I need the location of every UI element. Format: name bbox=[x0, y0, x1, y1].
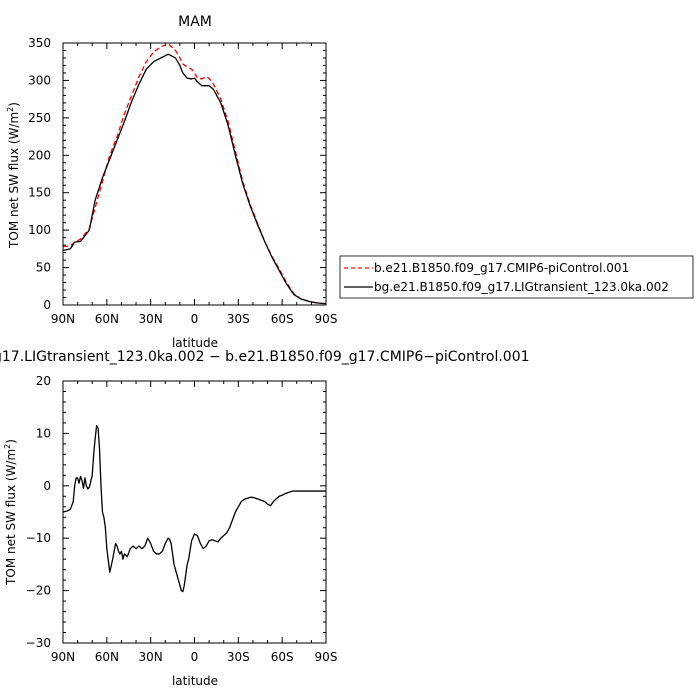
top-panel-x-tick-label: 60S bbox=[271, 312, 294, 326]
bottom-panel-frame bbox=[62, 380, 327, 644]
top-panel-y-tick-label: 50 bbox=[36, 261, 51, 275]
top-panel-x-tick-label: 30S bbox=[227, 312, 250, 326]
top-panel-x-tick-label: 0 bbox=[191, 312, 199, 326]
bottom-panel-y-tick-label: 20 bbox=[36, 374, 51, 388]
bottom-panel: bg.e21.B1850.f09_g17.LIGtransient_123.0k… bbox=[0, 349, 530, 688]
bottom-panel-x-tick-label: 30N bbox=[139, 650, 163, 664]
top-panel-y-tick-label: 250 bbox=[28, 111, 51, 125]
bottom-panel-x-tick-label: 60S bbox=[271, 650, 294, 664]
top-panel-y-tick-label: 150 bbox=[28, 186, 51, 200]
bottom-panel-x-tick-label: 30S bbox=[227, 650, 250, 664]
bottom-panel-y-tick-label: 0 bbox=[43, 479, 51, 493]
top-panel-x-tick-label: 90N bbox=[51, 312, 75, 326]
top-panel-y-tick-label: 300 bbox=[28, 73, 51, 87]
top-panel-x-tick-label: 60N bbox=[95, 312, 119, 326]
top-panel-y-tick-label: 100 bbox=[28, 223, 51, 237]
top-panel-x-axis-label: latitude bbox=[172, 336, 218, 350]
top-panel-frame bbox=[62, 42, 327, 306]
bottom-panel-ticks: 90N 60N 30N 0 30S 60S 90S −30 −20 −10 0 10 20 bbox=[26, 374, 338, 664]
top-panel: MAM latitude TOM net SW flux (W/m2) 90N 6… bbox=[6, 14, 337, 350]
top-panel-series bbox=[62, 43, 326, 305]
bottom-panel-series bbox=[62, 424, 326, 593]
bottom-panel-x-tick-label: 60N bbox=[95, 650, 119, 664]
top-panel-y-axis-label: TOM net SW flux (W/m2) bbox=[6, 102, 21, 249]
bottom-panel-series-line-0 bbox=[62, 424, 326, 593]
top-panel-ticks: 90N 60N 30N 0 30S 60S 90S 0 50 100 150 200 250 300 350 bbox=[28, 36, 337, 326]
top-panel-x-tick-label: 90S bbox=[315, 312, 338, 326]
legend-box bbox=[339, 255, 694, 299]
bottom-panel-x-tick-label: 90N bbox=[51, 650, 75, 664]
legend: b.e21.B1850.f09_g17.CMIP6-piControl.001 … bbox=[339, 255, 694, 299]
bottom-panel-x-axis-label: latitude bbox=[172, 674, 218, 688]
top-panel-title: MAM bbox=[178, 14, 212, 30]
bottom-panel-y-tick-label: −10 bbox=[26, 531, 51, 545]
bottom-panel-y-tick-label: −30 bbox=[26, 636, 51, 650]
bottom-panel-x-tick-label: 90S bbox=[315, 650, 338, 664]
top-panel-y-tick-label: 0 bbox=[43, 298, 51, 312]
bottom-panel-y-axis-label: TOM net SW flux (W/m2) bbox=[3, 439, 18, 586]
top-panel-series-line-0 bbox=[62, 43, 326, 305]
top-panel-series-line-1 bbox=[62, 53, 326, 305]
legend-label-ligtransient: bg.e21.B1850.f09_g17.LIGtransient_123.0k… bbox=[374, 280, 669, 294]
bottom-panel-title: bg.e21.B1850.f09_g17.LIGtransient_123.0k… bbox=[0, 349, 530, 365]
bottom-panel-y-tick-label: 10 bbox=[36, 426, 51, 440]
legend-label-picontrol: b.e21.B1850.f09_g17.CMIP6-piControl.001 bbox=[374, 261, 629, 275]
top-panel-y-tick-label: 350 bbox=[28, 36, 51, 50]
top-panel-x-tick-label: 30N bbox=[139, 312, 163, 326]
top-panel-y-tick-label: 200 bbox=[28, 148, 51, 162]
bottom-panel-x-tick-label: 0 bbox=[191, 650, 199, 664]
bottom-panel-y-tick-label: −20 bbox=[26, 584, 51, 598]
